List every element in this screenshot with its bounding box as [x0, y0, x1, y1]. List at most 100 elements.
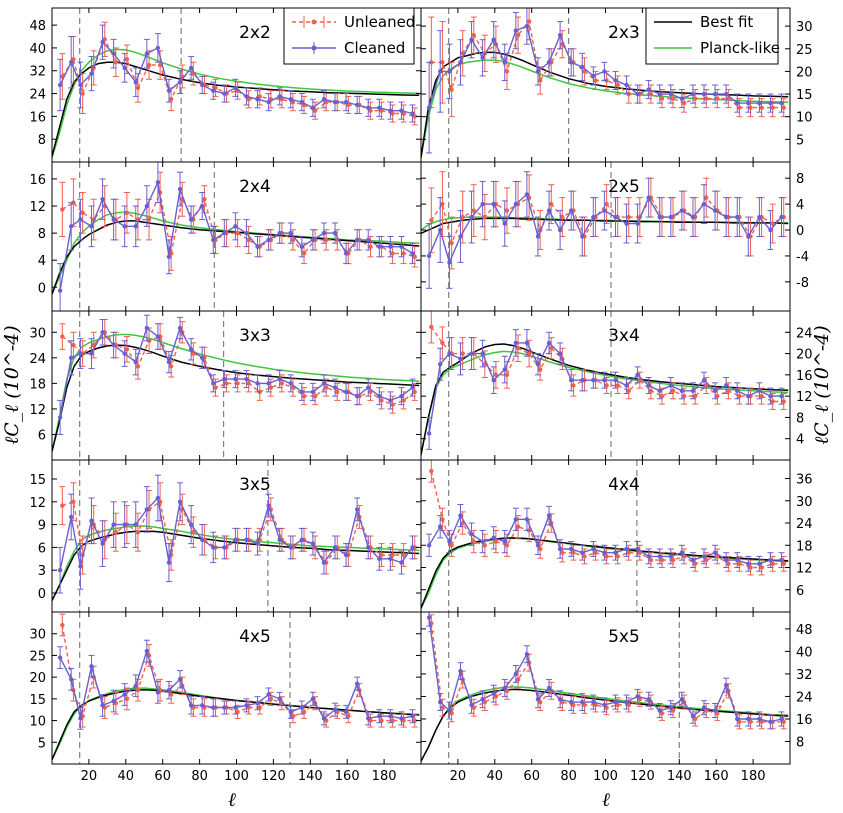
cleaned-point — [321, 97, 327, 102]
unleaned-point — [692, 96, 698, 101]
unleaned-point — [615, 82, 620, 88]
cleaned-point — [557, 227, 563, 233]
cleaned-point — [524, 652, 530, 657]
xtick-label: 100 — [224, 769, 249, 784]
cleaned-point — [343, 99, 349, 105]
cleaned-point — [211, 237, 216, 243]
legend-right: Best fit Planck-like — [645, 7, 780, 65]
cleaned-point — [568, 208, 574, 213]
cleaned-point — [144, 325, 150, 331]
cleaned-point — [757, 716, 762, 722]
unleaned-point — [571, 383, 576, 388]
cleaned-point — [166, 560, 172, 565]
cleaned-point — [188, 703, 194, 708]
ytick-label: 24 — [796, 326, 813, 341]
unleaned-point — [346, 714, 351, 719]
unleaned-point — [715, 96, 720, 101]
cleaned-point — [332, 707, 338, 712]
unleaned-point — [449, 543, 454, 548]
cleaned-point — [57, 82, 63, 88]
cleaned-point — [712, 550, 718, 555]
panel-plot-area — [52, 311, 420, 460]
unleaned-point — [748, 565, 753, 570]
xtick-label: 40 — [118, 769, 135, 784]
cleaned-point — [410, 545, 415, 550]
cleaned-point — [657, 708, 662, 713]
ytick-label: 16 — [29, 173, 46, 188]
ytick-label: 5 — [796, 133, 804, 148]
cleaned-point — [266, 381, 271, 386]
cleaned-point — [426, 431, 432, 436]
cleaned-point — [277, 94, 282, 99]
unleaned-point — [168, 364, 174, 369]
cleaned-point — [668, 91, 674, 97]
cleaned-point — [768, 719, 773, 724]
unleaned-point — [692, 561, 698, 567]
cleaned-point — [388, 244, 393, 249]
cleaned-point — [78, 716, 83, 721]
cleaned-point — [458, 668, 463, 674]
unleaned-point — [681, 100, 687, 106]
cleaned-point — [255, 701, 260, 706]
cleaned-point — [535, 543, 541, 548]
panel-title: 2x2 — [239, 23, 271, 43]
cleaned-point — [580, 64, 585, 70]
cleaned-point — [222, 91, 227, 96]
cleaned-point — [211, 381, 216, 386]
cleaned-point — [57, 655, 63, 660]
ytick-label: 24 — [796, 517, 813, 532]
cleaned-point — [166, 254, 172, 260]
ytick-label: 30 — [29, 326, 46, 341]
cleaned-point — [635, 221, 640, 226]
cleaned-point — [310, 237, 316, 243]
panel-title: 5x5 — [608, 627, 640, 647]
unleaned-point — [124, 210, 130, 215]
unleaned-point — [191, 530, 196, 535]
ytick-label: 6 — [38, 428, 46, 443]
cleaned-point — [89, 71, 94, 76]
unleaned-point — [504, 372, 510, 378]
ytick-label: 20 — [796, 348, 813, 363]
cleaned-point — [458, 234, 463, 239]
cleaned-point — [546, 685, 552, 691]
ytick-label: 36 — [796, 473, 813, 488]
cleaned-point — [388, 556, 393, 561]
cleaned-point — [122, 224, 127, 229]
unleaned-point — [60, 622, 65, 628]
ytick-label: 0 — [38, 281, 46, 296]
cleaned-point — [166, 687, 172, 693]
unleaned-point — [301, 709, 307, 715]
cleaned-point — [690, 557, 696, 563]
cleaned-point — [746, 716, 751, 722]
cleaned-point — [199, 537, 205, 542]
cleaned-point — [222, 545, 227, 550]
unleaned-point — [549, 346, 554, 351]
panel-plot-area — [421, 460, 789, 612]
xtick-label: 40 — [487, 769, 504, 784]
cleaned-point — [757, 561, 762, 567]
cleaned-point — [111, 522, 116, 527]
unleaned-point — [323, 237, 329, 243]
unleaned-point — [80, 91, 85, 96]
panel-5x5: 8 16 24 32 40 48 20 40 60 80 100 120 140 160 180 5x5 — [420, 611, 813, 784]
unleaned-point — [770, 105, 775, 110]
unleaned-point — [715, 393, 720, 399]
ytick-label: 30 — [29, 628, 46, 643]
cleaned-point — [513, 28, 519, 33]
cleaned-point — [602, 377, 607, 383]
cleaned-point — [447, 351, 452, 356]
panel-3x3: 6 12 18 24 30 3x3 — [29, 310, 422, 461]
cleaned-point — [266, 692, 271, 697]
cleaned-point — [546, 208, 552, 213]
unleaned-point — [571, 550, 576, 555]
cleaned-point — [513, 201, 519, 207]
cleaned-point — [580, 234, 585, 239]
cleaned-point — [277, 376, 282, 382]
ytick-label: 18 — [29, 377, 46, 392]
ytick-label: 8 — [38, 227, 46, 242]
ytick-label: 5 — [38, 736, 46, 751]
unleaned-point — [493, 372, 499, 378]
ytick-label: 0 — [796, 224, 804, 239]
cleaned-point — [735, 716, 740, 722]
panel-3x4: 4 8 12 16 20 24 3x4 — [420, 310, 813, 461]
